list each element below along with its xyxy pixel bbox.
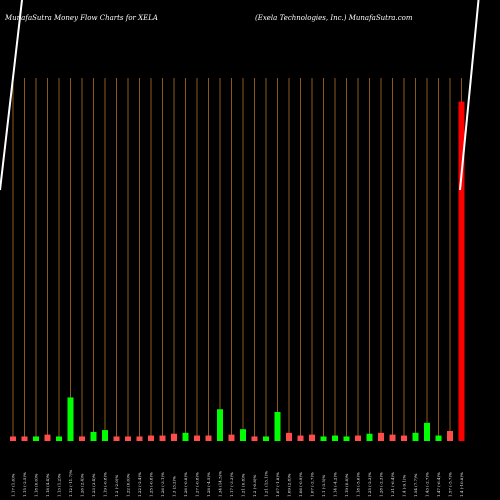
bar: [56, 436, 62, 441]
x-tick-label: 1.26 (-0.8)%: [183, 472, 188, 497]
bar: [217, 409, 223, 441]
bar-group: [10, 101, 465, 441]
price-line: [459, 0, 480, 191]
x-tick-label: 1.28 (-2.3)%: [379, 472, 384, 497]
x-tick-label: 1.22 (0.0)%: [126, 473, 131, 497]
x-tick-label: 1.18 (4.4)%: [45, 473, 50, 497]
x-tick-label: 1.22 (-2.4)%: [137, 472, 142, 497]
x-tick-label: 1.4 (-9.1)%: [402, 475, 407, 497]
bar: [205, 435, 212, 441]
x-tick-label: 1.4 (-10.8)%: [459, 472, 464, 497]
bar: [67, 397, 74, 441]
x-tick-label: 1.18 (-5.6)%: [356, 472, 361, 497]
x-tick-label: 1.1 (-3.5)%: [321, 475, 326, 497]
bar: [159, 435, 166, 441]
x-tick-label: 1.18 (0.0)%: [34, 473, 39, 497]
bar: [21, 436, 28, 441]
x-tick-label: 1.26 (-3.1)%: [160, 472, 165, 497]
bar: [194, 435, 200, 441]
bar: [79, 436, 85, 441]
chart-title-right: (Exela Technologies, Inc.) MunafaSutra.c…: [255, 14, 413, 22]
bar: [274, 411, 281, 441]
x-tick-label: 1.19 (-0.8)%: [103, 472, 108, 497]
x-tick-label: 1.14 (-4.2)%: [333, 472, 338, 497]
bar: [102, 430, 108, 441]
x-tick-label: 1.07 (-1.8)%: [275, 472, 280, 497]
bar: [148, 435, 154, 441]
x-tick-label: 1.47 (-6.4)%: [436, 472, 441, 497]
x-tick-label: 1.12 (-11.7)%: [68, 469, 73, 497]
x-tick-label: 1.54 (7.7)%: [413, 473, 418, 497]
x-tick-label: 1.25 (-2.3)%: [367, 472, 372, 497]
x-tick-label: 1.25 (-0.8)%: [149, 472, 154, 497]
bar: [320, 436, 327, 441]
x-tick-label: 1.57 (-5.7)%: [448, 472, 453, 497]
bar: [366, 433, 373, 441]
bar: [125, 436, 131, 441]
x-tick-label: 1.3 (3.2)%: [172, 476, 177, 497]
bar: [263, 436, 269, 441]
bar: [435, 435, 442, 441]
x-tick-label: 1.13 (1.2)%: [57, 473, 62, 497]
grid-lines: [12, 78, 462, 441]
x-tick-label: 1.2 (-2.0)%: [114, 475, 119, 497]
x-tick-label: 1.09 (2.8)%: [287, 473, 292, 497]
x-tick-label: 1.27 (-0.8)%: [195, 472, 200, 497]
price-line: [0, 0, 23, 191]
bar: [401, 435, 407, 441]
x-tick-label: 1.31 (-6.4)%: [390, 472, 395, 497]
bar: [228, 434, 235, 441]
bar: [33, 436, 39, 441]
x-tick-label: 1.43 (-2.7)%: [425, 472, 430, 497]
x-tick-label: 1.26 (2.4)%: [80, 473, 85, 497]
x-tick-label: 1.34 (14.5)%: [218, 471, 223, 497]
x-tick-label: 1.28 (-4.5)%: [206, 472, 211, 497]
bar: [297, 435, 304, 441]
bar: [251, 436, 258, 441]
bar: [171, 433, 177, 441]
bar: [10, 436, 16, 441]
bar: [332, 435, 338, 441]
bar: [458, 101, 465, 441]
bar: [447, 431, 453, 441]
x-tick-label: 1.07 (-2.7)%: [310, 472, 315, 497]
price-line-group: [0, 0, 480, 191]
chart-title-left: MunafaSutra Money Flow Charts for XELA: [4, 14, 158, 22]
bar: [343, 436, 350, 441]
x-tick-label: 1.17 (1.6)%: [11, 473, 16, 497]
bar: [113, 436, 120, 441]
bar: [240, 429, 246, 441]
bar: [136, 436, 143, 441]
x-tick-label: 1.17 (-3.3)%: [229, 472, 234, 497]
x-tick-label: 1.21 (13.1)%: [264, 471, 269, 497]
x-tick-label: 1.21 (0.8)%: [241, 473, 246, 497]
bar: [286, 432, 292, 441]
x-tick-label: 1.06 (-0.9)%: [298, 472, 303, 497]
x-tick-label: 1.15 (-2.5)%: [22, 472, 27, 497]
bar: [355, 435, 361, 441]
bar: [44, 434, 51, 441]
tick-label-group: 1.17 (1.6)% 1.15 (-2.5)% 1.18 (0.0)% 1.18 (…: [11, 469, 465, 497]
bar: [90, 431, 97, 441]
bar: [378, 432, 384, 441]
x-tick-label: 1.23 (3.4)%: [91, 473, 96, 497]
x-tick-label: 1.2 (-0.8)%: [252, 475, 257, 497]
bar: [424, 422, 430, 441]
bar: [389, 434, 396, 441]
x-tick-label: 1.19 (0.8)%: [344, 473, 349, 497]
bar: [412, 432, 419, 441]
bar: [182, 432, 189, 441]
bar: [309, 434, 315, 441]
